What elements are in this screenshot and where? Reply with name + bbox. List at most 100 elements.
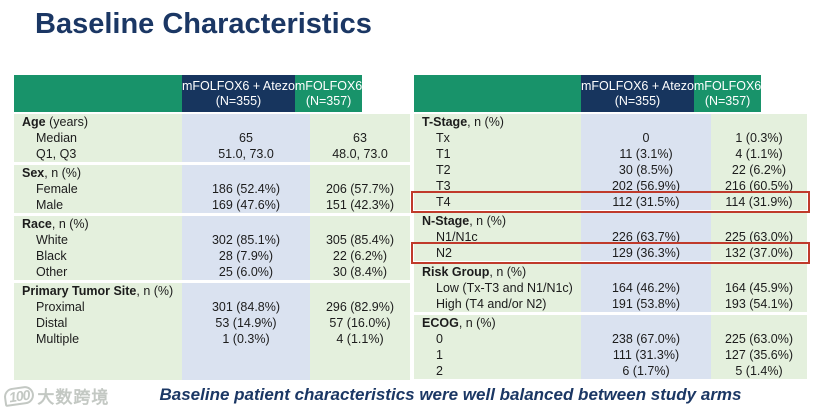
row-label: Black xyxy=(14,248,182,264)
baseline-table-demographics: mFOLFOX6 + Atezo (N=355) mFOLFOX6 (N=357) Ag… xyxy=(14,75,410,383)
table-row: Black 28 (7.9%) 22 (6.2%) xyxy=(14,248,410,264)
group-header-row: ECOG, n (%) xyxy=(414,315,807,331)
table-group: T-Stage, n (%) Tx 0 1 (0.3%) T1 11 (3.1%) 4 (1… xyxy=(411,114,810,213)
table-row: Tx 0 1 (0.3%) xyxy=(414,130,807,146)
cell-value: 186 (52.4%) xyxy=(182,181,310,197)
cell-empty xyxy=(182,216,310,232)
cell-value: 127 (35.6%) xyxy=(711,347,807,363)
cell-value: 226 (63.7%) xyxy=(581,229,711,245)
table-header-column: mFOLFOX6 + Atezo (N=355) xyxy=(182,75,295,112)
group-label: Age (years) xyxy=(14,114,182,130)
group-header-row: Primary Tumor Site, n (%) xyxy=(14,283,410,299)
cell-value: 30 (8.4%) xyxy=(310,264,410,280)
row-label: High (T4 and/or N2) xyxy=(414,296,581,312)
cell-value: 111 (31.3%) xyxy=(581,347,711,363)
cell-value: 206 (57.7%) xyxy=(310,181,410,197)
cell-value: 114 (31.9%) xyxy=(711,194,807,210)
cell-value: 48.0, 73.0 xyxy=(310,146,410,162)
table-row: Distal 53 (14.9%) 57 (16.0%) xyxy=(14,315,410,331)
group-label: Risk Group, n (%) xyxy=(414,264,581,280)
baseline-table-disease-stage: mFOLFOX6 + Atezo (N=355) mFOLFOX6 (N=357) T-… xyxy=(411,75,810,382)
cell-value: 65 xyxy=(182,130,310,146)
table-row-highlighted: T4 112 (31.5%) 114 (31.9%) xyxy=(411,191,810,213)
group-label: T-Stage, n (%) xyxy=(414,114,581,130)
cell-value: 301 (84.8%) xyxy=(182,299,310,315)
table-row: Other 25 (6.0%) 30 (8.4%) xyxy=(14,264,410,280)
cell-value: 4 (1.1%) xyxy=(711,146,807,162)
cell-value: 129 (36.3%) xyxy=(581,245,711,261)
row-label: Proximal xyxy=(14,299,182,315)
table-row: T2 30 (8.5%) 22 (6.2%) xyxy=(414,162,807,178)
cell-value: 302 (85.1%) xyxy=(182,232,310,248)
group-header-row: T-Stage, n (%) xyxy=(414,114,807,130)
table-row: White 302 (85.1%) 305 (85.4%) xyxy=(14,232,410,248)
cell-value: 51.0, 73.0 xyxy=(182,146,310,162)
table-group: N-Stage, n (%) N1/N1c 226 (63.7%) 225 (63.0… xyxy=(411,213,810,264)
cell-empty xyxy=(310,114,410,130)
group-header-row: Risk Group, n (%) xyxy=(414,264,807,280)
row-label: Distal xyxy=(14,315,182,331)
row-label: Multiple xyxy=(14,331,182,347)
column-label: mFOLFOX6 + Atezo xyxy=(581,78,694,93)
row-label: T3 xyxy=(414,178,581,194)
cell-value: 238 (67.0%) xyxy=(581,331,711,347)
table-row: N1/N1c 226 (63.7%) 225 (63.0%) xyxy=(414,229,807,245)
table-row: High (T4 and/or N2) 191 (53.8%) 193 (54.1%… xyxy=(414,296,807,312)
cell-value: 25 (6.0%) xyxy=(182,264,310,280)
table-group: Age (years) Median 65 63 Q1, Q3 51.0, 73.0 48.… xyxy=(14,114,410,162)
spacer-cell xyxy=(310,347,410,380)
table-header-spacer-cell xyxy=(414,75,581,112)
table-row: Q1, Q3 51.0, 73.0 48.0, 73.0 xyxy=(14,146,410,162)
cell-value: 1 (0.3%) xyxy=(711,130,807,146)
table-group: Primary Tumor Site, n (%) Proximal 301 (84… xyxy=(14,283,410,380)
column-sublabel: (N=357) xyxy=(704,93,751,108)
row-label: 2 xyxy=(414,363,581,379)
cell-value: 6 (1.7%) xyxy=(581,363,711,379)
group-label: Race, n (%) xyxy=(14,216,182,232)
row-label: N2 xyxy=(414,245,581,261)
cell-empty xyxy=(581,114,711,130)
spacer-row xyxy=(14,347,410,380)
slide-caption: Baseline patient characteristics were we… xyxy=(159,385,742,404)
cell-value: 11 (3.1%) xyxy=(581,146,711,162)
spacer-cell xyxy=(182,347,310,380)
column-sublabel: (N=357) xyxy=(305,93,352,108)
cell-empty xyxy=(310,283,410,299)
cell-empty xyxy=(310,216,410,232)
cell-value: 22 (6.2%) xyxy=(711,162,807,178)
cell-value: 151 (42.3%) xyxy=(310,197,410,213)
table-row-highlighted: N2 129 (36.3%) 132 (37.0%) xyxy=(411,242,810,264)
cell-value: 164 (46.2%) xyxy=(581,280,711,296)
row-label: T4 xyxy=(414,194,581,210)
group-header-row: N-Stage, n (%) xyxy=(414,213,807,229)
cell-value: 202 (56.9%) xyxy=(581,178,711,194)
table-group: ECOG, n (%) 0 238 (67.0%) 225 (63.0%) 1 111 (… xyxy=(414,315,807,379)
cell-value: 225 (63.0%) xyxy=(711,331,807,347)
group-header-row: Sex, n (%) xyxy=(14,165,410,181)
page-title: Baseline Characteristics xyxy=(35,8,372,40)
column-label: mFOLFOX6 + Atezo xyxy=(182,78,295,93)
row-label: T1 xyxy=(414,146,581,162)
cell-value: 216 (60.5%) xyxy=(711,178,807,194)
cell-empty xyxy=(711,315,807,331)
cell-empty xyxy=(182,165,310,181)
table-row: Proximal 301 (84.8%) 296 (82.9%) xyxy=(14,299,410,315)
cell-value: 4 (1.1%) xyxy=(310,331,410,347)
table-header-row: mFOLFOX6 + Atezo (N=355) mFOLFOX6 (N=357) xyxy=(414,75,807,112)
table-header-column: mFOLFOX6 (N=357) xyxy=(294,75,363,112)
cell-value: 305 (85.4%) xyxy=(310,232,410,248)
cell-empty xyxy=(711,213,807,229)
row-label: T2 xyxy=(414,162,581,178)
cell-empty xyxy=(310,165,410,181)
cell-value: 28 (7.9%) xyxy=(182,248,310,264)
table-row: 1 111 (31.3%) 127 (35.6%) xyxy=(414,347,807,363)
group-label: N-Stage, n (%) xyxy=(414,213,581,229)
table-row: T3 202 (56.9%) 216 (60.5%) xyxy=(414,178,807,194)
cell-value: 30 (8.5%) xyxy=(581,162,711,178)
cell-empty xyxy=(711,264,807,280)
cell-empty xyxy=(581,213,711,229)
cell-value: 53 (14.9%) xyxy=(182,315,310,331)
row-label: Q1, Q3 xyxy=(14,146,182,162)
cell-value: 193 (54.1%) xyxy=(711,296,807,312)
